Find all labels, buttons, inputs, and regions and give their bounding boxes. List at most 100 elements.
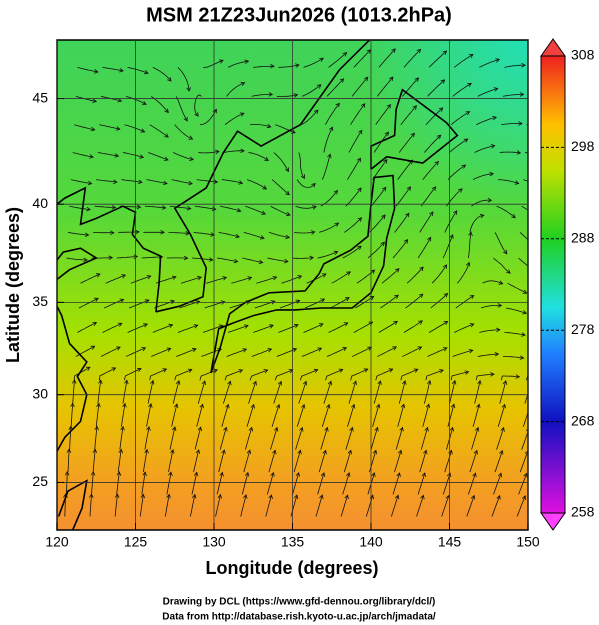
streamline-arrow xyxy=(381,214,386,220)
streamline-arrow xyxy=(119,298,125,303)
streamline-arrow xyxy=(492,115,498,121)
streamline xyxy=(146,179,168,184)
streamline xyxy=(344,217,362,233)
streamline xyxy=(523,179,528,182)
streamline-arrow xyxy=(260,235,265,240)
coastline xyxy=(57,247,99,281)
streamline xyxy=(279,300,300,309)
streamline xyxy=(331,271,351,284)
streamline-arrow xyxy=(474,426,480,432)
streamline-arrow xyxy=(144,448,149,454)
streamline xyxy=(370,187,387,207)
streamline-arrow xyxy=(490,144,496,149)
streamline xyxy=(246,404,255,427)
streamline-arrow xyxy=(221,449,226,455)
streamline xyxy=(477,88,498,97)
streamline-arrow xyxy=(197,426,203,432)
streamline-arrow xyxy=(521,332,526,337)
streamline-arrow xyxy=(523,472,528,478)
streamline xyxy=(498,179,519,184)
streamline-arrow xyxy=(268,92,274,97)
streamline xyxy=(103,299,124,309)
streamline xyxy=(122,152,144,158)
streamline-arrow xyxy=(89,154,94,159)
x-tick-label: 130 xyxy=(202,534,226,550)
streamline-arrow xyxy=(425,403,431,409)
streamline-arrow xyxy=(494,352,500,357)
streamline-arrow xyxy=(117,98,123,103)
streamline-arrow xyxy=(111,205,117,210)
streamline xyxy=(455,295,474,309)
streamline xyxy=(501,122,523,126)
streamline xyxy=(328,52,347,68)
streamline xyxy=(479,329,500,333)
streamline xyxy=(253,65,275,68)
streamline xyxy=(422,404,430,427)
streamline-arrow xyxy=(419,266,424,272)
streamline-arrow xyxy=(363,76,369,82)
streamline xyxy=(380,294,399,309)
streamline-arrow xyxy=(213,179,219,184)
streamline xyxy=(369,214,386,233)
streamline-arrow xyxy=(270,471,275,477)
streamline-arrow xyxy=(116,471,122,476)
streamline xyxy=(141,256,163,259)
streamline-arrow xyxy=(143,323,148,328)
streamline xyxy=(373,380,381,404)
streamline-arrow xyxy=(414,77,420,82)
streamline-arrow xyxy=(449,234,454,239)
streamline xyxy=(521,430,528,450)
x-tick-label: 120 xyxy=(45,534,69,550)
streamline xyxy=(147,380,154,404)
streamline-arrow xyxy=(381,186,387,192)
streamline xyxy=(117,449,122,473)
streamline xyxy=(116,256,138,259)
streamline xyxy=(177,67,190,92)
streamline xyxy=(294,231,315,234)
streamline xyxy=(422,161,439,180)
streamline-arrow xyxy=(465,111,471,116)
streamline xyxy=(176,348,197,357)
streamline-arrow xyxy=(442,50,448,55)
streamline-arrow xyxy=(319,57,324,62)
streamline xyxy=(475,373,495,381)
streamline-arrow xyxy=(267,348,273,353)
streamline-arrow xyxy=(146,425,151,431)
streamline-arrow xyxy=(344,297,350,302)
streamline xyxy=(290,494,298,517)
streamline-arrow xyxy=(383,158,388,164)
streamline-arrow xyxy=(244,324,249,329)
streamline xyxy=(268,232,290,238)
streamline xyxy=(298,152,305,179)
streamline xyxy=(351,76,369,97)
streamline xyxy=(78,298,99,309)
x-axis-label: Longitude (degrees) xyxy=(205,558,378,578)
streamline-arrow xyxy=(394,494,400,500)
streamline xyxy=(518,257,528,267)
streamline xyxy=(395,186,411,207)
streamline-arrow xyxy=(219,59,224,64)
streamline-arrow xyxy=(168,323,174,329)
streamline-arrow xyxy=(170,448,175,454)
streamline xyxy=(66,257,88,261)
streamline xyxy=(447,164,466,180)
streamline-arrow xyxy=(301,403,306,409)
streamline-arrow xyxy=(438,107,444,112)
streamline xyxy=(350,103,366,125)
streamline-arrow xyxy=(238,180,244,185)
x-tick-label: 125 xyxy=(124,534,148,550)
streamline xyxy=(105,274,126,284)
streamline-arrow xyxy=(357,245,362,250)
streamline xyxy=(194,94,202,117)
streamline xyxy=(353,49,371,68)
streamline-arrow xyxy=(391,48,396,53)
streamline xyxy=(278,64,300,68)
streamline xyxy=(474,145,495,153)
streamline xyxy=(89,494,92,517)
streamline-arrow xyxy=(311,183,316,188)
streamline-arrow xyxy=(164,133,169,138)
streamline xyxy=(144,426,150,450)
streamline-arrow xyxy=(201,380,206,386)
streamline-arrow xyxy=(171,275,177,280)
coastline xyxy=(57,305,88,452)
